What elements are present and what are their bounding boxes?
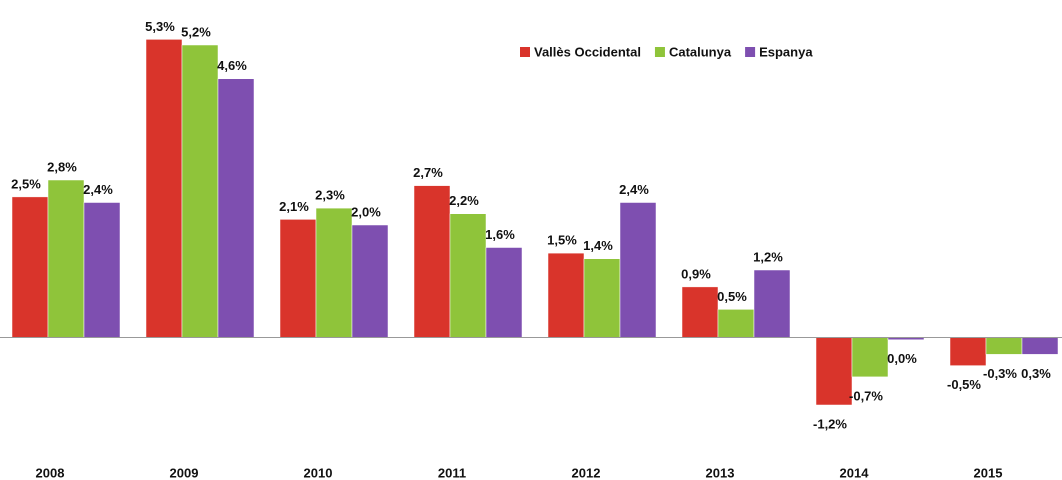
bar bbox=[83, 202, 121, 338]
x-tick-label: 2009 bbox=[170, 465, 199, 480]
bar bbox=[217, 78, 255, 338]
x-tick-label: 2013 bbox=[706, 465, 735, 480]
data-label: 1,4% bbox=[583, 238, 613, 253]
bar bbox=[315, 207, 353, 338]
data-label: 2,7% bbox=[413, 165, 443, 180]
x-tick-label: 2011 bbox=[438, 465, 466, 480]
legend-label: Espanya bbox=[759, 44, 813, 59]
bar bbox=[583, 258, 621, 338]
bar bbox=[1021, 337, 1059, 355]
bar bbox=[413, 185, 451, 338]
bar bbox=[449, 213, 487, 338]
data-label: 2,8% bbox=[47, 159, 77, 174]
x-tick-label: 2008 bbox=[36, 465, 65, 480]
data-label: 2,3% bbox=[315, 188, 345, 203]
bar bbox=[485, 247, 523, 338]
bar bbox=[717, 309, 755, 338]
data-label: 2,1% bbox=[279, 199, 309, 214]
bar bbox=[815, 337, 853, 406]
data-label: -1,2% bbox=[813, 416, 847, 431]
bar bbox=[11, 196, 49, 338]
bar bbox=[681, 286, 719, 338]
legend-label: Catalunya bbox=[669, 44, 732, 59]
x-tick-label: 2010 bbox=[304, 465, 333, 480]
legend-label: Vallès Occidental bbox=[534, 44, 641, 59]
x-tick-label: 2014 bbox=[840, 465, 870, 480]
data-label: 2,4% bbox=[619, 182, 649, 197]
bar bbox=[145, 39, 183, 338]
data-label: 2,4% bbox=[83, 182, 113, 197]
bar bbox=[753, 269, 791, 338]
bar bbox=[985, 337, 1023, 355]
legend-swatch bbox=[654, 47, 665, 57]
x-tick-label: 2015 bbox=[974, 465, 1003, 480]
data-label: 0,3% bbox=[1021, 366, 1051, 381]
data-label: 4,6% bbox=[217, 58, 247, 73]
data-label: 2,0% bbox=[351, 204, 381, 219]
bar bbox=[949, 337, 987, 366]
data-label: 0,9% bbox=[681, 266, 711, 281]
data-label: -0,5% bbox=[947, 377, 981, 392]
bar bbox=[619, 202, 657, 338]
bar bbox=[181, 44, 219, 338]
data-label: 1,2% bbox=[753, 249, 783, 264]
legend-swatch bbox=[520, 47, 530, 57]
data-label: 2,5% bbox=[11, 176, 41, 191]
bar bbox=[547, 252, 585, 338]
data-label: 5,2% bbox=[181, 24, 211, 39]
data-label: -0,7% bbox=[849, 388, 883, 403]
data-label: 2,2% bbox=[449, 193, 479, 208]
data-label: 1,6% bbox=[485, 227, 515, 242]
legend-swatch bbox=[745, 47, 756, 57]
bar bbox=[47, 179, 85, 338]
bar bbox=[851, 337, 889, 378]
bar bbox=[351, 224, 389, 338]
data-label: 5,3% bbox=[145, 19, 175, 34]
data-label: 1,5% bbox=[547, 233, 577, 248]
bar bbox=[279, 219, 317, 338]
data-label: -0,3% bbox=[983, 366, 1017, 381]
x-tick-label: 2012 bbox=[572, 465, 601, 480]
data-label: 0,0% bbox=[887, 351, 917, 366]
data-label: 0,5% bbox=[717, 289, 747, 304]
